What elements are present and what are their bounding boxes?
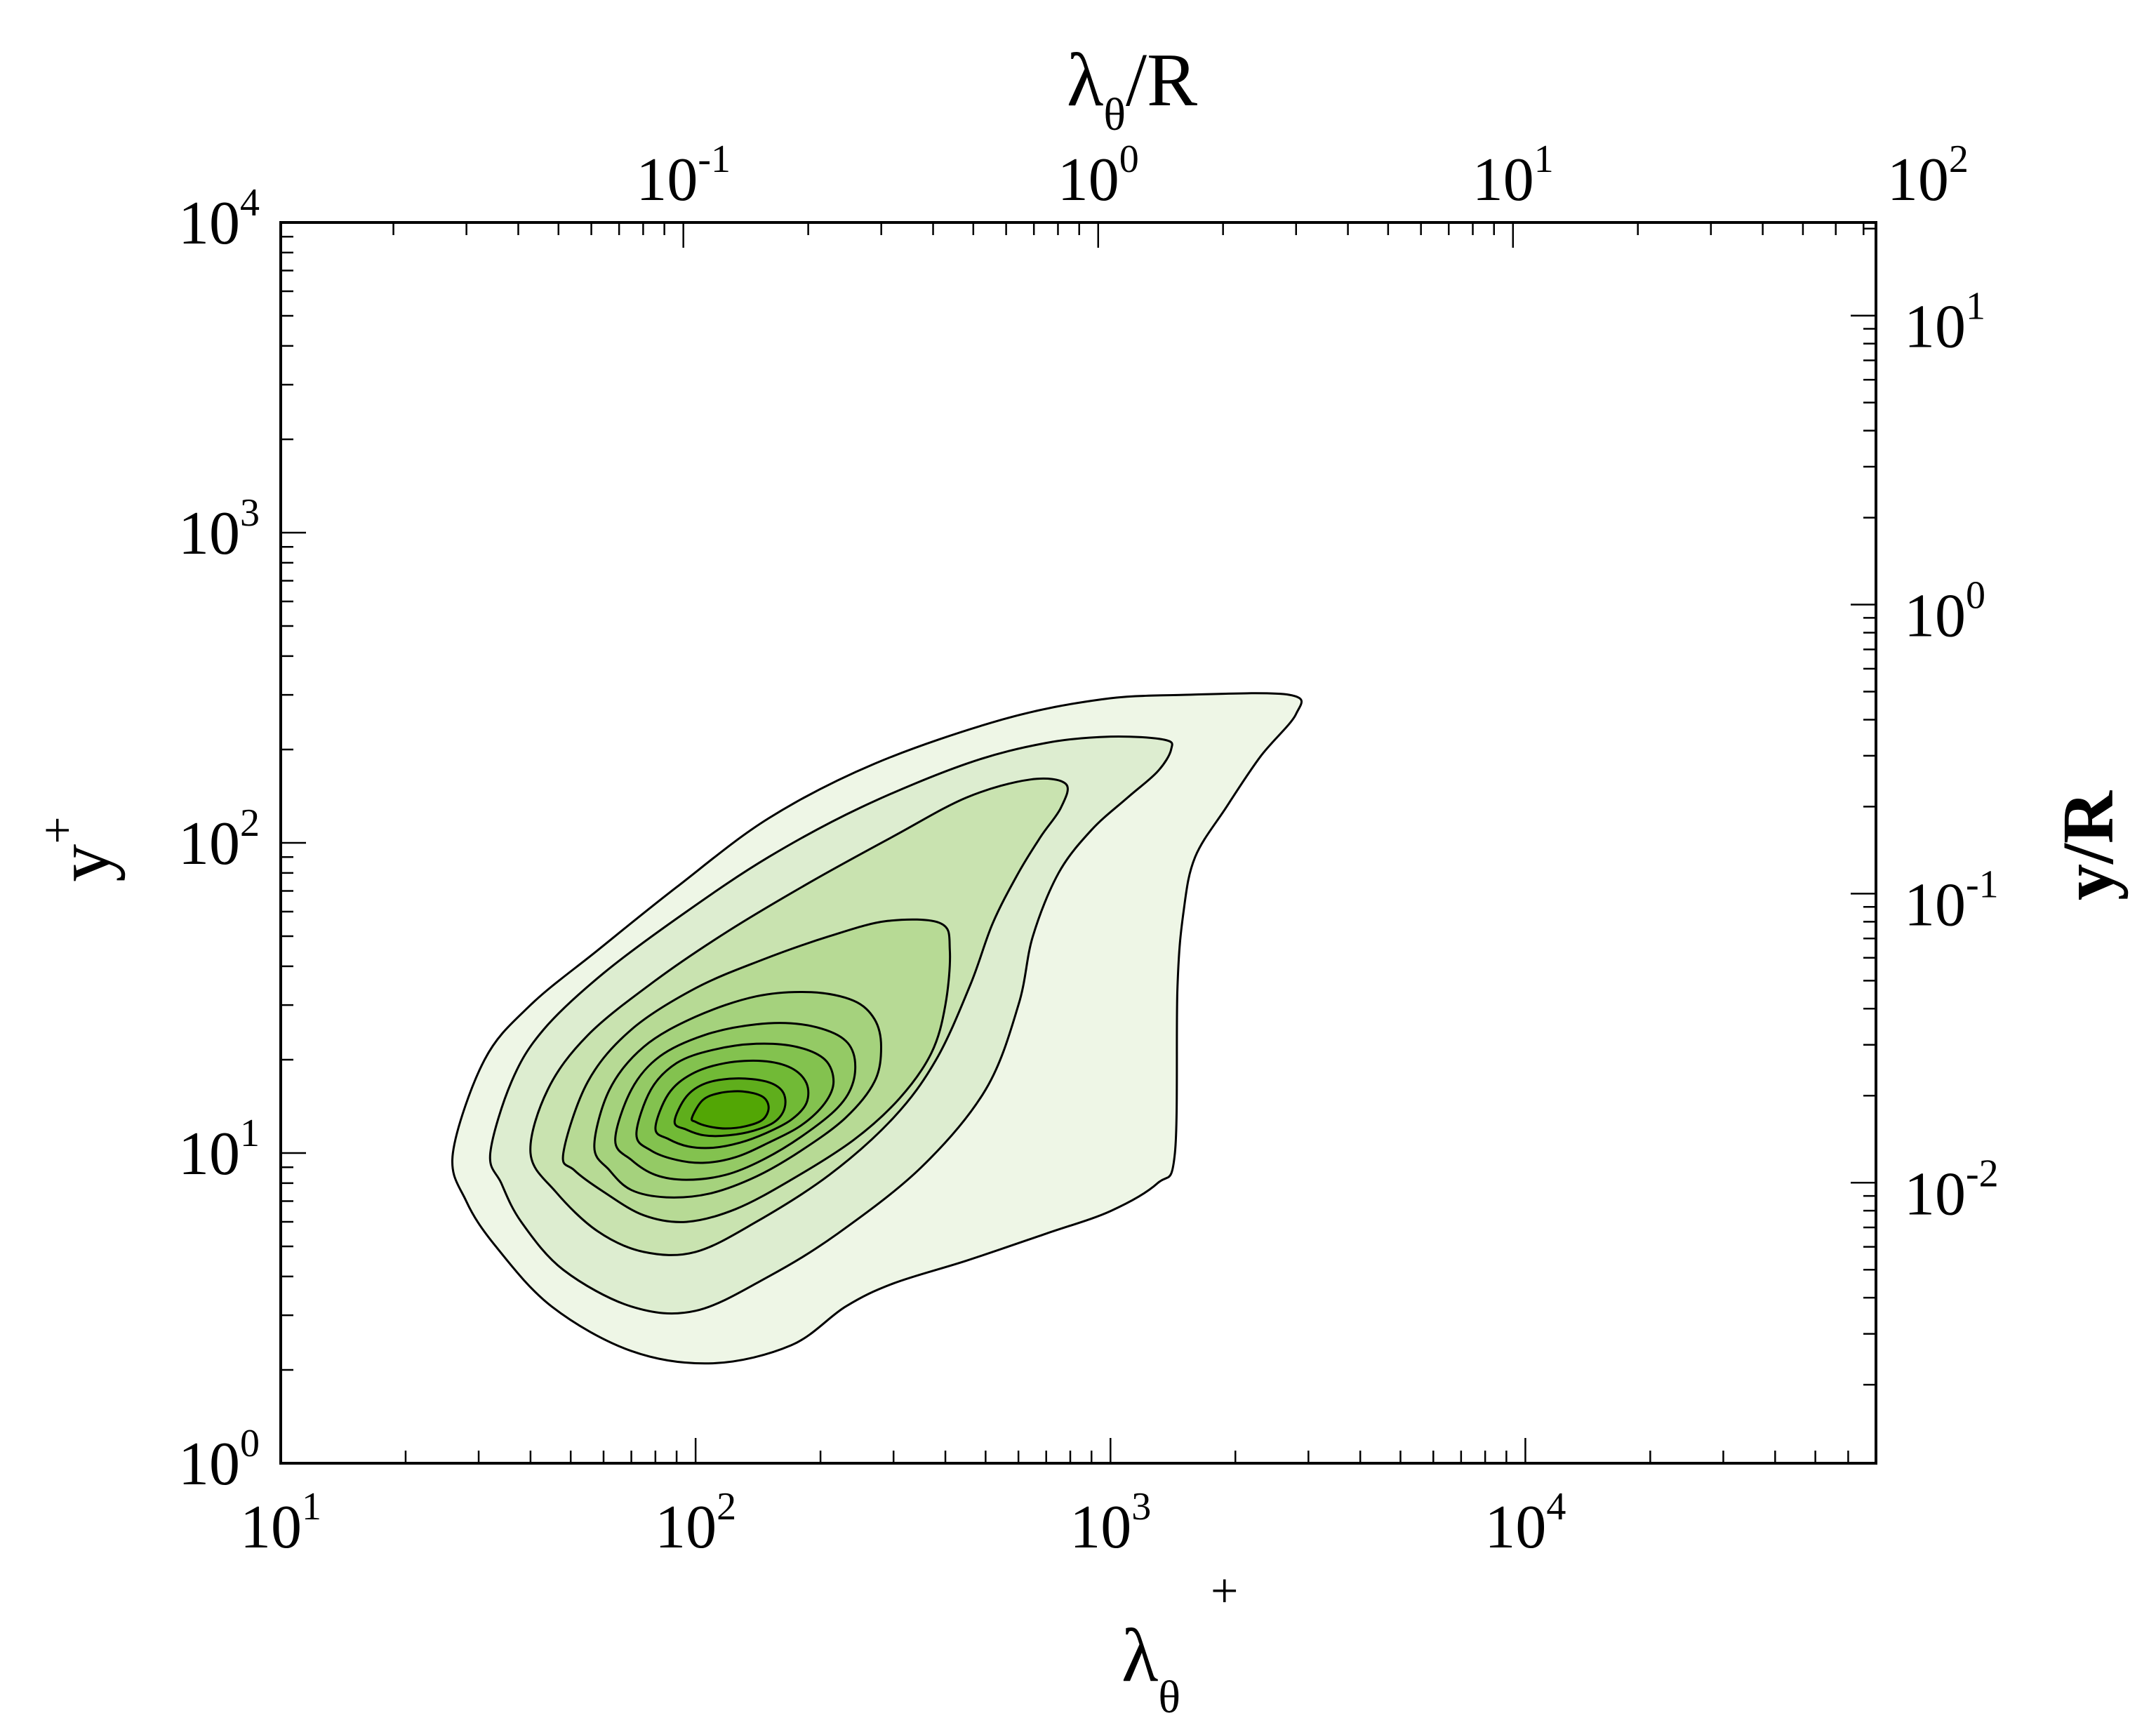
y-axis-title-main: y	[42, 844, 126, 882]
x2-axis-title-rest: /R	[1126, 39, 1197, 122]
x-axis-title-main: λ	[1122, 1614, 1158, 1698]
y2-tick-label: 10-2	[1904, 1152, 1999, 1228]
x-tick-label: 102	[655, 1485, 736, 1561]
y-tick-label: 102	[178, 801, 260, 878]
contour-level-10	[691, 1090, 770, 1130]
y-tick-label: 100	[178, 1422, 260, 1498]
y2-axis-title-group: y/R	[2048, 790, 2129, 900]
x-tick-label: 101	[240, 1485, 321, 1561]
y2-axis-title: y/R	[2048, 790, 2129, 900]
x-axis-title-sup: +	[1211, 1564, 1238, 1618]
x-tick-label: 104	[1484, 1485, 1566, 1561]
y2-tick-label: 10-1	[1904, 862, 1999, 939]
x-axis-title-sub: θ	[1158, 1672, 1180, 1723]
contour-fills	[451, 692, 1303, 1365]
y-tick-label: 103	[178, 491, 260, 568]
x-tick-label: 103	[1070, 1485, 1151, 1561]
x2-tick-label: 102	[1887, 138, 1969, 214]
plot-frame	[279, 221, 1877, 1465]
y-axis-title: y+	[31, 816, 126, 881]
y2-tick-label: 100	[1904, 574, 1985, 651]
y2-tick-label: 101	[1904, 285, 1985, 361]
x2-axis-title: λθ/R	[1067, 39, 1197, 140]
y-axis-title-sup: +	[31, 816, 85, 844]
y-tick-label: 101	[178, 1112, 260, 1188]
x2-tick-label: 100	[1058, 138, 1139, 214]
x2-tick-label: 101	[1472, 138, 1554, 214]
x2-axis-title-sub: θ	[1103, 89, 1126, 140]
x2-axis-title-main: λ	[1067, 39, 1103, 122]
x2-tick-label: 10-1	[636, 138, 731, 214]
y-axis-title-group: y+	[31, 816, 126, 881]
y-tick-label: 104	[178, 181, 260, 258]
x-axis-title: λθ	[1122, 1614, 1180, 1723]
